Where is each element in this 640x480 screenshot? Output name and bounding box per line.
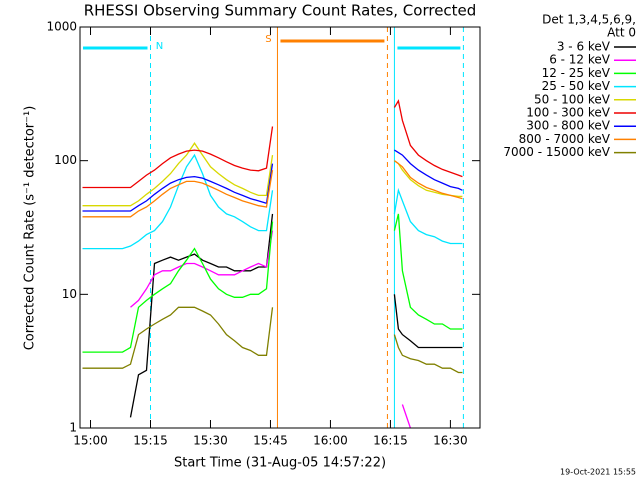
series-line (82, 306, 463, 374)
series-line (82, 213, 463, 353)
x-tick-label: 15:30 (193, 434, 228, 448)
x-tick-label: 15:00 (73, 434, 108, 448)
legend-label: 100 - 300 keV (526, 106, 610, 120)
series-line (130, 230, 412, 429)
legend-label: 12 - 25 keV (542, 66, 611, 80)
series-line (129, 213, 463, 418)
series-line (82, 99, 463, 189)
y-tick-label: 1000 (46, 20, 77, 34)
legend-header: Det 1,3,4,5,6,9, (542, 13, 636, 27)
x-tick-label: 16:30 (433, 434, 468, 448)
legend-header: Att 0 (607, 26, 636, 40)
legend-label: 50 - 100 keV (534, 92, 611, 106)
footer: 19-Oct-2021 15:55 (560, 468, 636, 477)
series-line (82, 160, 463, 218)
chart-title: RHESSI Observing Summary Count Rates, Co… (84, 2, 477, 20)
series-line (82, 153, 463, 250)
interval-label: N (156, 41, 163, 52)
legend-label: 6 - 12 keV (549, 53, 611, 67)
series-line (82, 149, 463, 212)
x-tick-label: 16:15 (373, 434, 408, 448)
legend-label: 300 - 800 keV (526, 119, 610, 133)
x-tick-label: 15:15 (133, 434, 168, 448)
legend-label: 3 - 6 keV (557, 40, 611, 54)
plot-frame (79, 26, 481, 429)
y-tick-label: 1 (69, 421, 77, 435)
y-axis-label: Corrected Count Rate (s⁻¹ detector⁻¹) (23, 106, 38, 351)
legend-label: 800 - 7000 keV (519, 132, 611, 146)
legend-label: 7000 - 15000 keV (503, 145, 610, 159)
interval-label: S (265, 34, 271, 45)
x-tick-label: 15:45 (253, 434, 288, 448)
y-tick-label: 100 (54, 153, 77, 167)
legend-label: 25 - 50 keV (542, 79, 611, 93)
x-tick-label: 16:00 (313, 434, 348, 448)
x-axis-label: Start Time (31-Aug-05 14:57:22) (174, 456, 386, 471)
y-tick-label: 10 (62, 287, 77, 301)
